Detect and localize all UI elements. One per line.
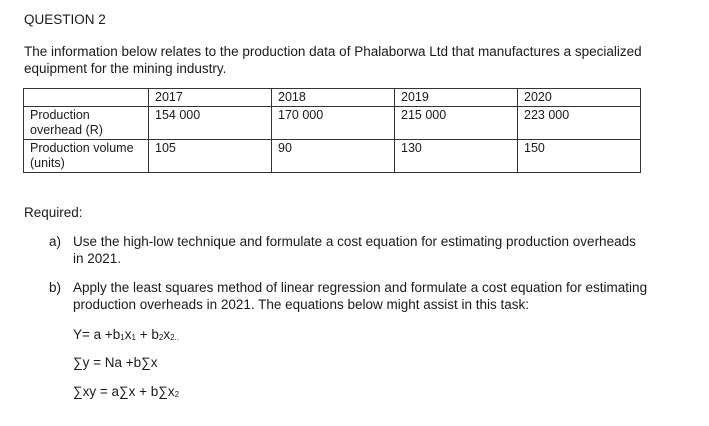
table-cell: 215 000 [394,106,518,140]
question-text: Apply the least squares method of linear… [73,280,648,312]
year-header: 2018 [271,88,395,107]
table-cell: 223 000 [517,106,641,140]
eq-subscript: 2 [174,390,180,399]
question-text: Use the high-low technique and formulate… [73,234,636,266]
required-label: Required: [24,205,83,220]
table-cell: 130 [394,139,518,173]
table-row: Production volume (units) 105 90 130 150 [23,139,641,173]
table-cell: 154 000 [148,106,272,140]
equation-3: ∑xy = a∑x + b∑x2 [73,384,179,399]
eq-text: + b [135,327,159,342]
eq-text: ∑xy = a∑x + b∑x [73,384,175,399]
eq-text: x [124,327,132,342]
table-cell: 105 [148,139,272,173]
question-a: a) Use the high-low technique and formul… [49,233,649,267]
eq-text: x [163,327,171,342]
eq-text: Y= a +b [73,327,121,342]
eq-subscript: 2 [158,333,164,342]
year-header: 2017 [148,88,272,107]
equation-2: ∑y = Na +b∑x [73,355,158,370]
table-cell: 90 [271,139,395,173]
year-header: 2019 [394,88,518,107]
question-marker: b) [49,280,62,295]
question-heading: QUESTION 2 [24,12,106,27]
table-cell: 150 [517,139,641,173]
table-cell: 170 000 [271,106,395,140]
table-header-row: 2017 2018 2019 2020 [23,88,641,107]
eq-subscript: 2.. [170,333,179,342]
question-marker: a) [49,234,62,249]
intro-paragraph: The information below relates to the pro… [24,44,642,76]
question-b: b) Apply the least squares method of lin… [49,279,649,313]
production-data-table: 2017 2018 2019 2020 Production overhead … [23,88,641,173]
row-label: Production overhead (R) [23,106,149,140]
eq-subscript: 1 [131,333,136,342]
row-label: Production volume (units) [23,139,149,173]
table-corner-cell [23,88,149,107]
year-header: 2020 [517,88,641,107]
table-row: Production overhead (R) 154 000 170 000 … [23,106,641,140]
eq-subscript: 1 [120,333,125,342]
equation-1: Y= a +b1x1 + b2x2.. [73,327,179,342]
